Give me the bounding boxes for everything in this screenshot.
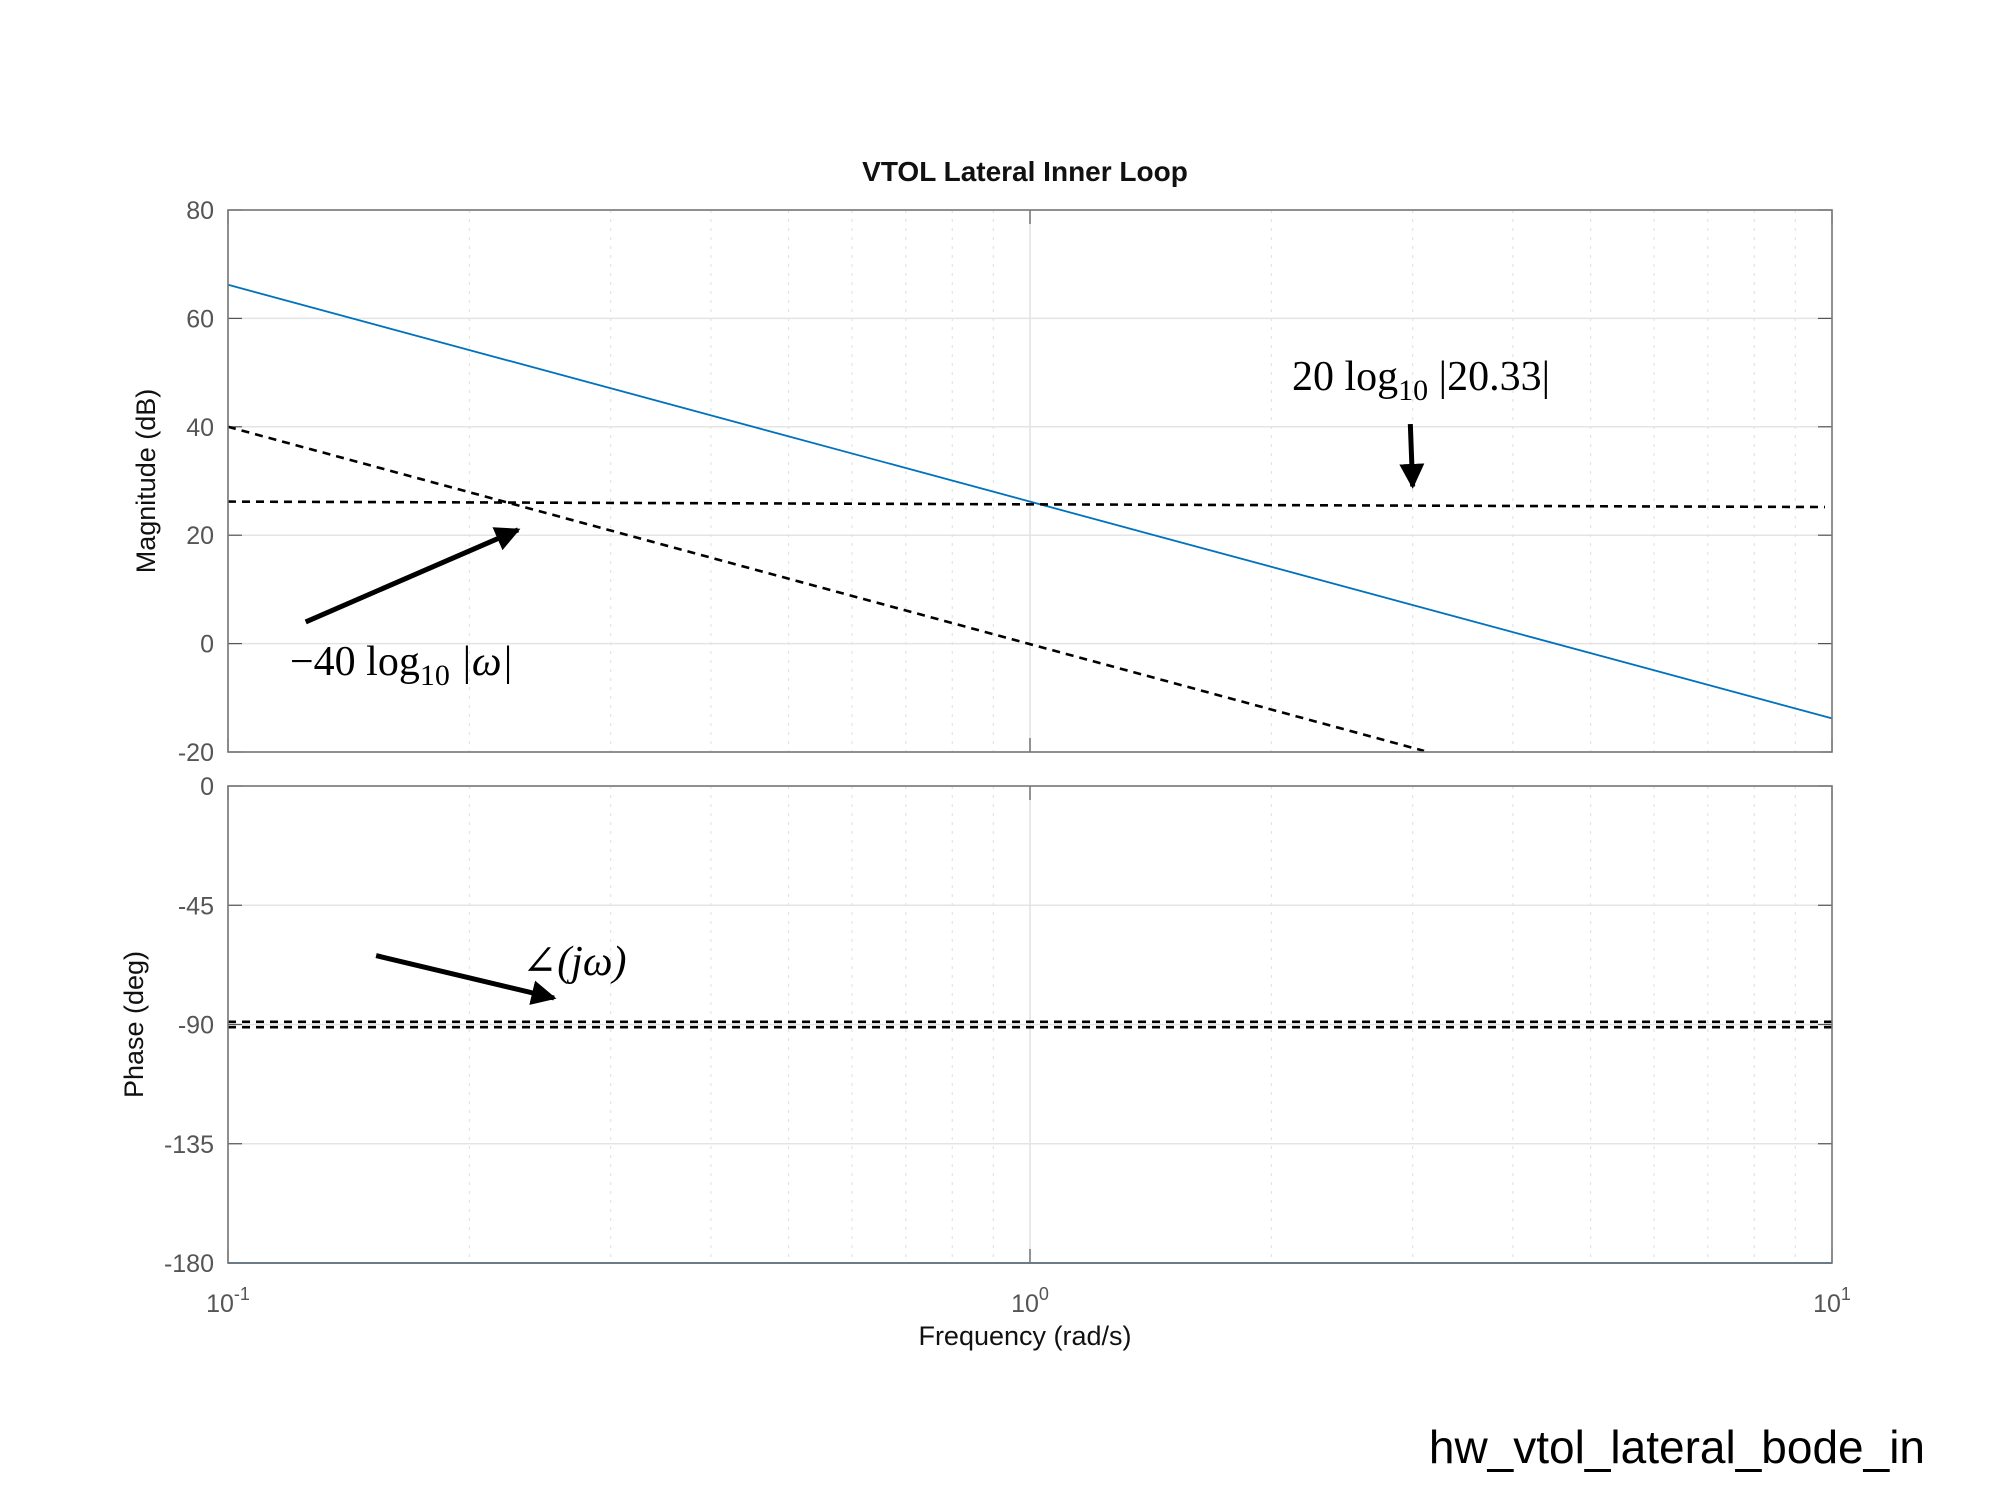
series-line-3 bbox=[227, 500, 1825, 509]
x-tick-label: 10-1 bbox=[206, 1284, 250, 1318]
y-tick-label: 40 bbox=[186, 414, 214, 442]
y-tick-label: 20 bbox=[186, 522, 214, 550]
y-tick-label: -45 bbox=[178, 892, 214, 920]
y-tick-label: 60 bbox=[186, 305, 214, 333]
y-tick-label: 0 bbox=[200, 773, 214, 801]
x-tick-label: 100 bbox=[1011, 1284, 1049, 1318]
x-tick-labels: 10-1 100 101 bbox=[206, 1284, 1851, 1318]
phase-panel: 0 -45 -90 -135 -180 Phase (deg) ∠(jω) bbox=[119, 773, 1833, 1278]
axes-box bbox=[227, 209, 1833, 753]
annotation-arrow bbox=[304, 527, 521, 625]
y-tick-label: -135 bbox=[164, 1131, 214, 1159]
y-tick-label: -20 bbox=[178, 739, 214, 767]
footer-label: hw_vtol_lateral_bode_in bbox=[1428, 1421, 1925, 1473]
y-axis-label: Phase (deg) bbox=[119, 951, 149, 1098]
y-tick-label: 0 bbox=[200, 631, 214, 659]
annotation-slope-text: −40 log10 |ω| bbox=[290, 639, 513, 692]
axes-box bbox=[227, 785, 1833, 1264]
chart-title: VTOL Lateral Inner Loop bbox=[862, 156, 1188, 187]
series-line-2 bbox=[227, 425, 1425, 753]
annotation-arrow bbox=[375, 953, 557, 1005]
annotation-phase-text: ∠(jω) bbox=[522, 939, 627, 985]
annotation-arrow bbox=[1399, 423, 1425, 489]
y-axis-label: Magnitude (dB) bbox=[131, 389, 161, 574]
y-tick-label: -90 bbox=[178, 1012, 214, 1040]
series-line-1 bbox=[227, 283, 1833, 720]
annotation-gain-text: 20 log10 |20.33| bbox=[1292, 354, 1550, 407]
x-axis-label: Frequency (rad/s) bbox=[918, 1321, 1131, 1351]
y-tick-label: -180 bbox=[164, 1250, 214, 1278]
y-tick-label: 80 bbox=[186, 197, 214, 225]
magnitude-panel: 80 60 40 20 0 -20 Magnitude (dB) 20 log10 |20.3… bbox=[131, 197, 1833, 767]
x-tick-label: 101 bbox=[1813, 1284, 1851, 1318]
